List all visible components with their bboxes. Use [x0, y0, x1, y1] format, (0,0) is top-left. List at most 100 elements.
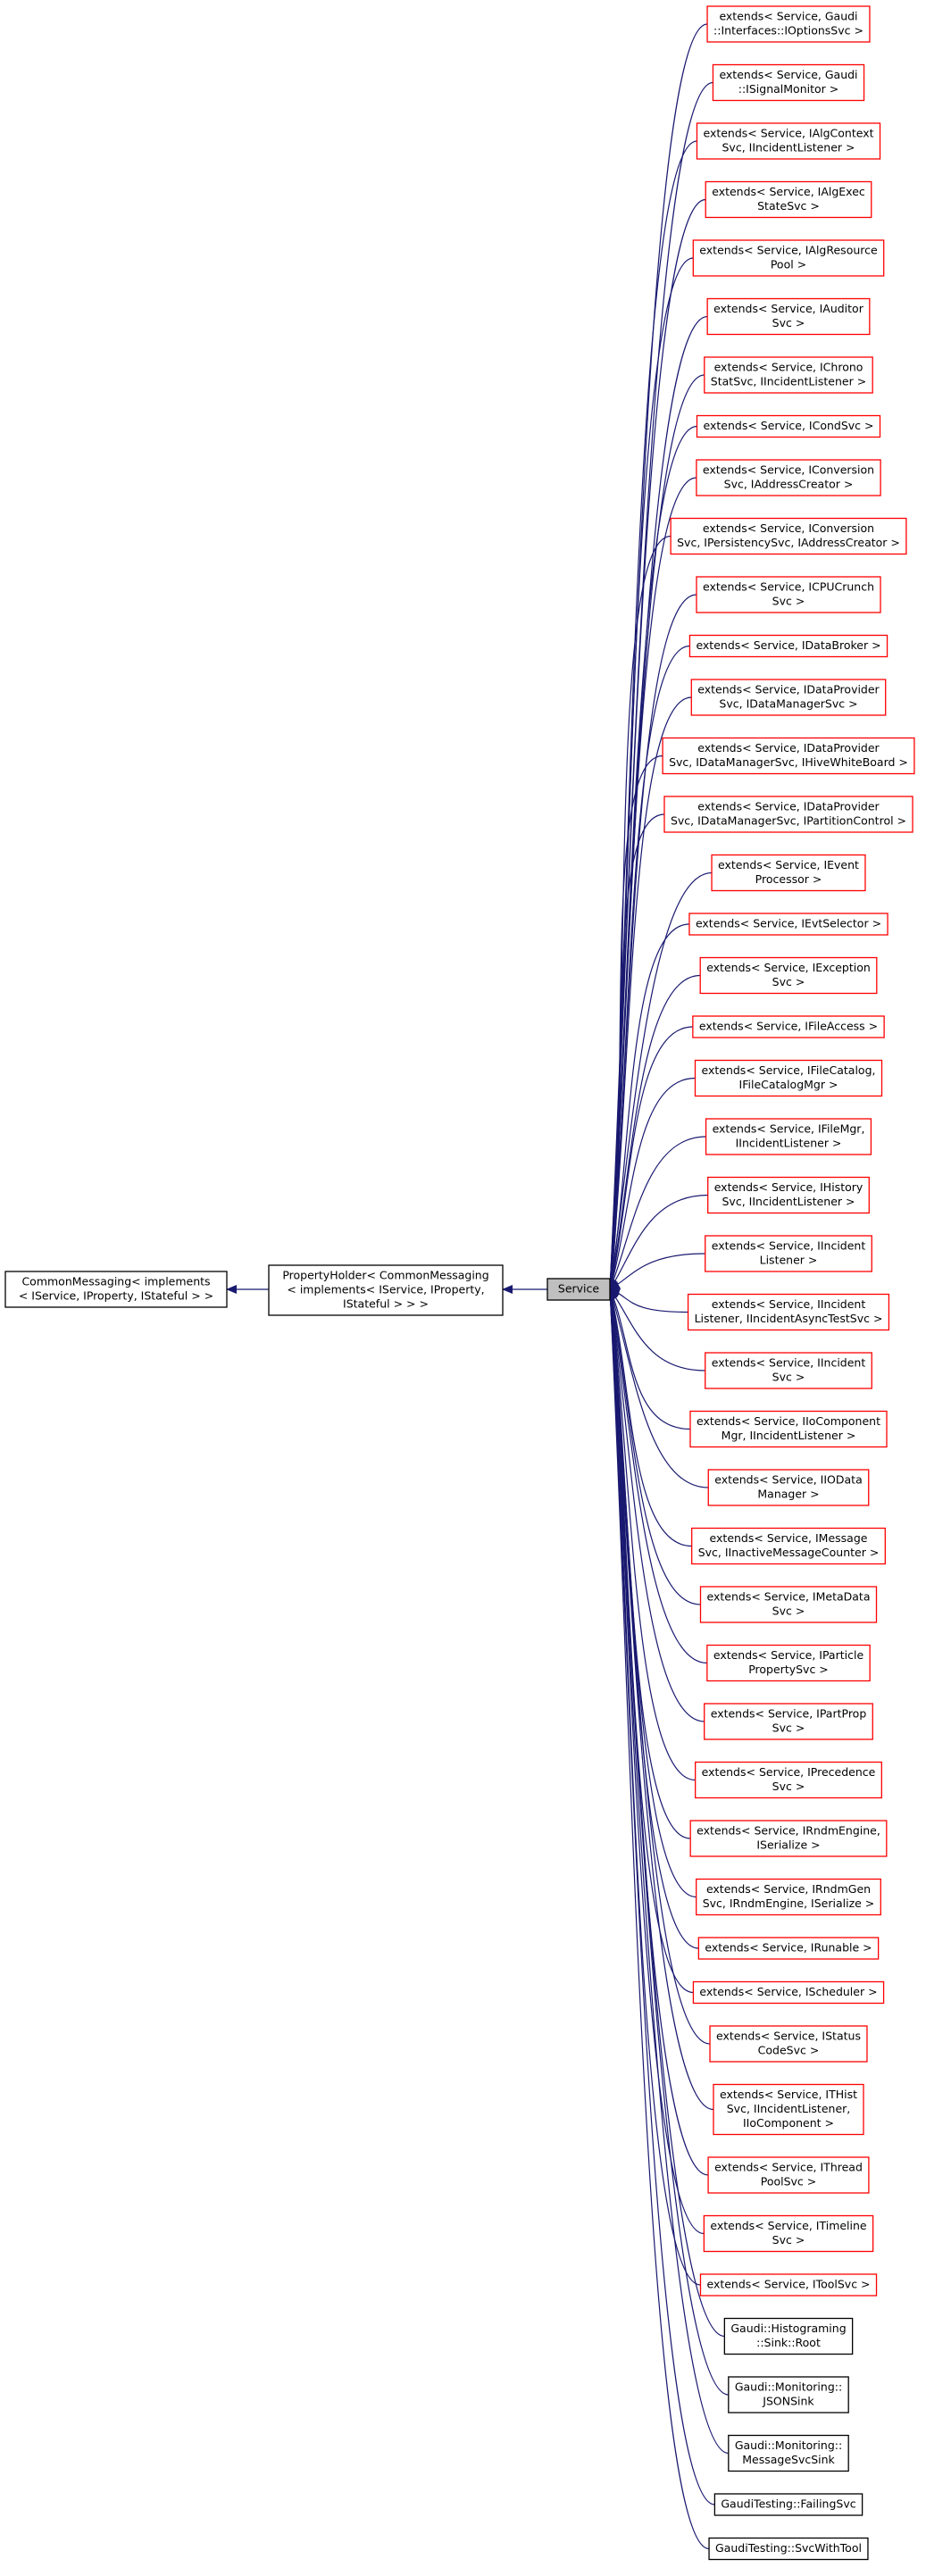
- class-label: extends< Service, IRndmGen: [706, 1882, 871, 1896]
- inheritance-edge: [606, 754, 663, 1290]
- class-node: extends< Service, IEvtSelector >: [688, 913, 888, 936]
- class-label: GaudiTesting::SvcWithTool: [715, 2541, 862, 2555]
- class-label: Svc, IIncidentListener >: [722, 1195, 855, 1208]
- inheritance-edge: [605, 1288, 711, 2045]
- inheritance-edge: [607, 974, 701, 1290]
- class-label: IIoComponent >: [743, 2116, 834, 2130]
- class-label: extends< Service, IPrecedence: [702, 1765, 876, 1779]
- class-label: Gaudi::Monitoring::: [735, 2438, 842, 2452]
- class-label: extends< Service, ICPUCrunch: [703, 580, 874, 594]
- class-label: Pool >: [771, 258, 806, 271]
- class-box: [689, 1410, 888, 1448]
- class-node: extends< Service, ICondSvc >: [696, 414, 881, 438]
- class-node: extends< Service, IDataBroker >: [688, 634, 888, 658]
- class-label: JSONSink: [762, 2395, 814, 2408]
- class-label: Svc, IAddressCreator >: [724, 478, 854, 491]
- edges: [226, 23, 729, 2550]
- class-label: extends< Service, IThread: [714, 2161, 863, 2174]
- class-label: extends< Service, IEvent: [718, 858, 859, 871]
- class-box: [711, 854, 866, 892]
- class-label: PropertyHolder< CommonMessaging: [282, 1269, 488, 1282]
- inheritance-edge: [605, 1288, 729, 2455]
- class-box: [694, 1059, 883, 1097]
- class-label: extends< Service, IFileAccess >: [699, 1020, 878, 1033]
- class-box: [696, 122, 881, 160]
- class-node: extends< Service, IFileCatalog,IFileCata…: [694, 1059, 883, 1097]
- class-node: Gaudi::Monitoring::MessageSvcSink: [728, 2434, 849, 2472]
- class-label: extends< Service, IDataProvider: [697, 800, 880, 813]
- class-box: [688, 634, 888, 658]
- class-label: IStateful > > >: [343, 1297, 429, 1311]
- class-box: [696, 1878, 881, 1916]
- inheritance-edge: [606, 1288, 707, 1664]
- class-box: [706, 1644, 871, 1682]
- class-node: extends< Service, IFileAccess >: [692, 1015, 885, 1038]
- class-box: [704, 1703, 873, 1740]
- class-box: [705, 1352, 872, 1389]
- class-box: [546, 1278, 611, 1301]
- class-label: extends< Service, IRndmEngine,: [697, 1824, 880, 1838]
- class-node: Gaudi::Histograming::Sink::Root: [723, 2317, 854, 2355]
- class-label: Svc >: [772, 1780, 805, 1793]
- class-label: extends< Service, IMessage: [710, 1531, 868, 1545]
- class-label: extends< Service, IIncident: [712, 1239, 866, 1253]
- class-label: extends< Service, IException: [706, 961, 871, 974]
- class-label: Processor >: [755, 872, 822, 886]
- class-box: [699, 956, 878, 995]
- class-node: GaudiTesting::FailingSvc: [713, 2493, 863, 2516]
- inheritance-edge: [606, 1288, 705, 1722]
- class-node: extends< Service, IToolSvc >: [699, 2273, 878, 2297]
- class-label: Svc, IDataManagerSvc, IPartitionControl …: [671, 814, 906, 828]
- inheritance-edge: [608, 1288, 709, 1488]
- class-node: GaudiTesting::SvcWithTool: [708, 2537, 869, 2561]
- inheritance-edge: [606, 1288, 696, 1781]
- inheritance-edge: [608, 1077, 696, 1290]
- inheritance-edge: [606, 813, 664, 1290]
- class-label: extends< Service, IEvtSelector >: [696, 917, 881, 930]
- class-node: extends< Service, IIncidentListener, IIn…: [687, 1293, 890, 1331]
- class-label: Svc >: [772, 1371, 805, 1384]
- class-label: Svc, IIncidentListener,: [727, 2102, 851, 2115]
- class-node: extends< Service, Gaudi::ISignalMonitor …: [712, 63, 865, 102]
- class-label: extends< Service, IParticle: [713, 1648, 864, 1662]
- inheritance-edge: [606, 696, 692, 1290]
- class-label: StateSvc >: [757, 199, 820, 213]
- inheritance-edge: [606, 923, 689, 1290]
- class-box: [704, 356, 873, 394]
- class-label: < implements< IService, IProperty,: [287, 1283, 484, 1296]
- class-label: ::Interfaces::IOptionsSvc >: [713, 24, 863, 38]
- class-label: Svc, IRndmEngine, ISerialize >: [703, 1897, 875, 1910]
- class-node: PropertyHolder< CommonMessaging< impleme…: [268, 1264, 504, 1316]
- class-box: [687, 1293, 890, 1331]
- class-node: CommonMessaging< implements< IService, I…: [4, 1271, 228, 1308]
- class-label: extends< Service, IAuditor: [713, 302, 864, 315]
- class-label: ISerialize >: [756, 1838, 820, 1852]
- inheritance-edge: [606, 1288, 697, 1898]
- class-label: Listener >: [760, 1254, 818, 1267]
- class-label: extends< Service, IIncident: [712, 1297, 866, 1311]
- class-label: extends< Service, IRunable >: [705, 1941, 872, 1955]
- class-box: [713, 2083, 864, 2136]
- class-node: extends< Service, IIncidentListener >: [705, 1235, 872, 1272]
- inheritance-edge: [607, 1026, 693, 1290]
- inheritance-edge: [607, 1288, 701, 1605]
- class-label: Svc >: [772, 2233, 805, 2247]
